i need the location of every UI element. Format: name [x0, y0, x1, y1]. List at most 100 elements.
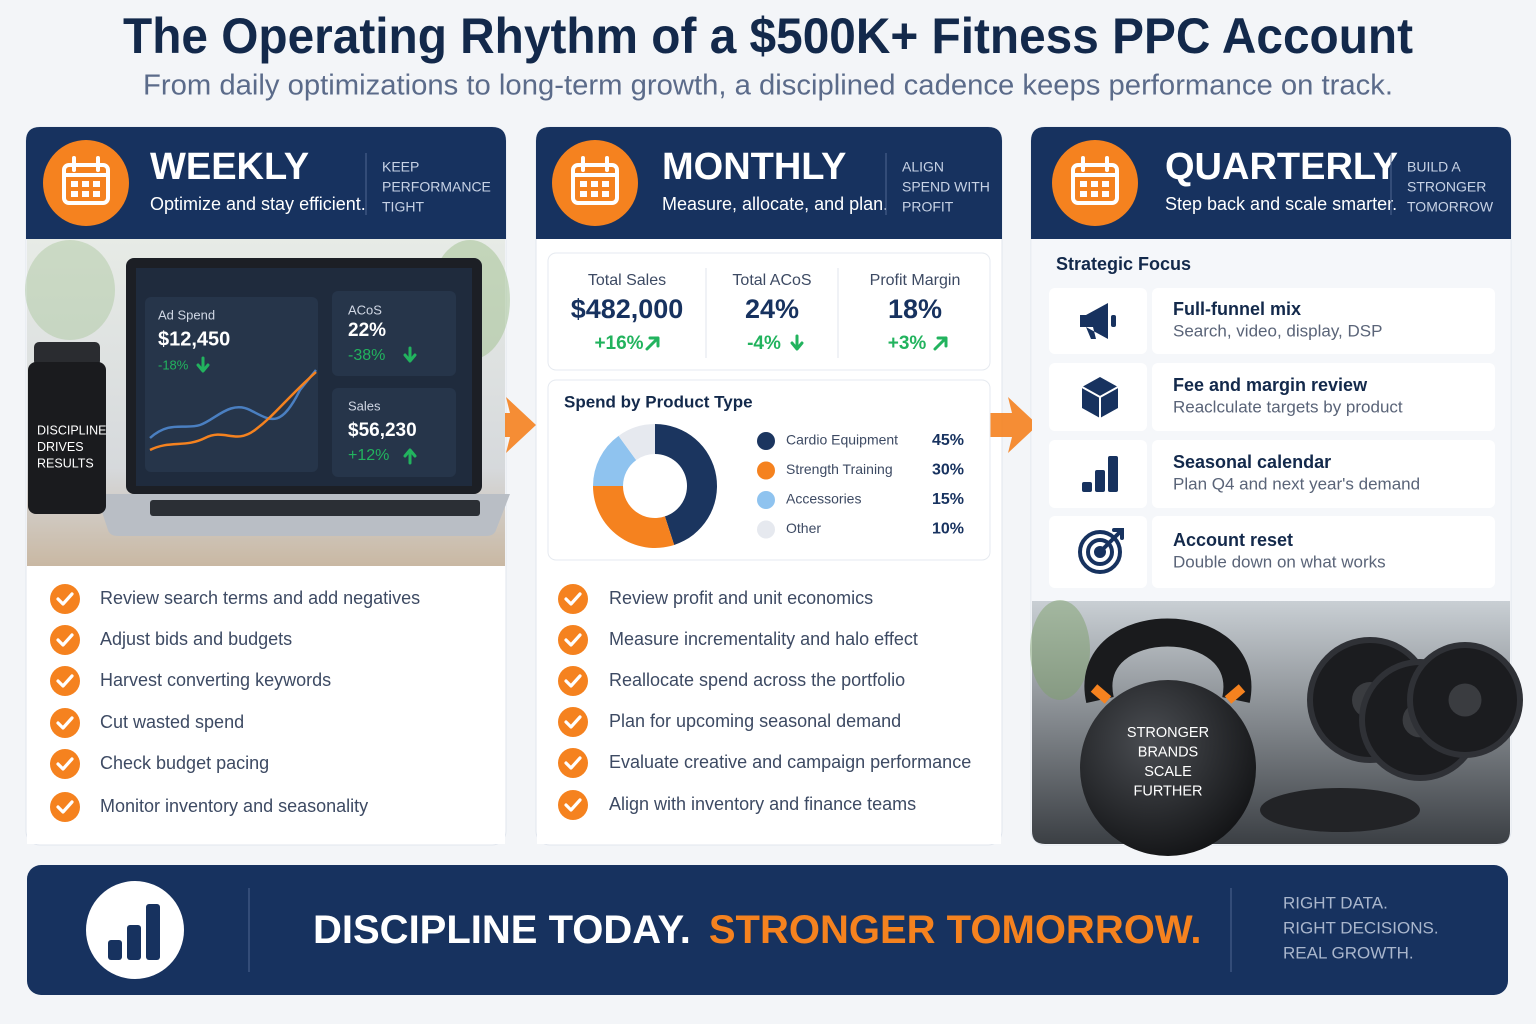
kpi-change: +16%: [594, 333, 643, 354]
calendar-icon: [82, 181, 89, 187]
calendar-icon: [602, 181, 609, 187]
checklist-item: Check budget pacing: [100, 753, 269, 773]
kpi-label: Profit Margin: [870, 272, 961, 289]
kpi-value: 18%: [888, 294, 942, 324]
screen-value: $56,230: [348, 420, 417, 441]
screen-value: $12,450: [158, 328, 230, 350]
check-icon: [50, 666, 80, 696]
kettlebell-text: SCALE: [1144, 764, 1192, 780]
footer-icon-bar: [146, 904, 160, 960]
check-icon: [56, 633, 74, 647]
card-tagline: Optimize and stay efficient.: [150, 194, 366, 214]
screen-change: -18%: [158, 357, 189, 372]
focus-desc: Search, video, display, DSP: [1173, 321, 1382, 340]
bars-icon: [1095, 470, 1105, 492]
card-title: WEEKLY: [150, 146, 309, 188]
card-motto: SPEND WITH: [902, 179, 990, 195]
section-title: Strategic Focus: [1056, 254, 1191, 274]
kpi-label: Total ACoS: [732, 272, 811, 289]
trend-arrow: [933, 336, 948, 351]
card-tagline: Step back and scale smarter.: [1165, 194, 1397, 214]
legend-swatch: [757, 461, 775, 480]
calendar-icon: [591, 181, 598, 187]
checklist-item: Harvest converting keywords: [100, 670, 331, 690]
focus-title: Full-funnel mix: [1173, 299, 1301, 319]
check-icon: [558, 625, 588, 655]
donut-slice: [593, 435, 637, 486]
check-icon: [558, 790, 588, 820]
card-motto: TIGHT: [382, 199, 424, 215]
focus-row: [1152, 288, 1495, 354]
kettlebell: [1080, 680, 1256, 856]
sparkline: [149, 371, 317, 452]
page-subtitle: From daily optimizations to long-term gr…: [143, 70, 1393, 102]
checklist-item: Align with inventory and finance teams: [609, 794, 916, 814]
slogan-part: STRONGER TOMORROW.: [709, 908, 1202, 952]
kpi-change: -4%: [747, 333, 781, 354]
laptop-keys: [150, 500, 480, 516]
calendar-icon: [1102, 181, 1109, 187]
calendar-icon: [1091, 181, 1098, 187]
check-icon: [564, 798, 582, 812]
calendar-icon: [1080, 191, 1087, 197]
focus-row: [1152, 363, 1495, 431]
trend-arrow: [196, 356, 210, 373]
calendar-icon: [93, 181, 100, 187]
box-icon: [1081, 386, 1119, 418]
trend-arrow: [645, 336, 660, 351]
check-icon: [50, 792, 80, 822]
legend-label: Other: [786, 520, 821, 536]
bottle: [28, 362, 106, 514]
plant: [1030, 600, 1090, 700]
card-title: MONTHLY: [662, 146, 846, 188]
slogan-part: DISCIPLINE TODAY.: [313, 908, 691, 952]
calendar-icon: [602, 191, 609, 197]
checklist-item: Cut wasted spend: [100, 712, 244, 732]
card-motto: PROFIT: [902, 199, 954, 215]
checklist-item: Evaluate creative and campaign performan…: [609, 752, 971, 772]
check-icon: [564, 715, 582, 729]
footer-banner: [27, 865, 1508, 995]
calendar-icon: [71, 191, 78, 197]
check-icon: [56, 592, 74, 606]
calendar-icon: [1102, 191, 1109, 197]
screen-label: Sales: [348, 398, 381, 413]
footer-icon-bar: [108, 940, 122, 960]
legend-label: Cardio Equipment: [786, 432, 898, 448]
donut-slice: [593, 486, 675, 549]
data-label: 15%: [932, 491, 964, 508]
screen-value: 22%: [348, 320, 386, 341]
kpi-label: Total Sales: [588, 272, 666, 289]
card-tagline: Measure, allocate, and plan.: [662, 194, 888, 214]
calendar-icon: [580, 181, 587, 187]
page-title: The Operating Rhythm of a $500K+ Fitness…: [123, 8, 1413, 64]
flow-arrow: [488, 397, 536, 453]
check-icon: [50, 625, 80, 655]
chart-title: Spend by Product Type: [564, 392, 753, 411]
legend-swatch: [757, 520, 775, 539]
focus-title: Account reset: [1173, 530, 1293, 550]
check-icon: [564, 592, 582, 606]
calendar-icon: [1080, 181, 1087, 187]
checklist-item: Review search terms and add negatives: [100, 588, 420, 608]
plant: [25, 240, 115, 340]
kettlebell-text: STRONGER: [1127, 725, 1209, 741]
check-icon: [564, 674, 582, 688]
card-title: QUARTERLY: [1165, 146, 1398, 188]
trend-arrow: [790, 334, 804, 351]
focus-row: [1152, 516, 1495, 588]
target-icon: [1086, 538, 1114, 566]
card-header: [26, 127, 506, 239]
calendar-icon: [580, 191, 587, 197]
footer-icon-bar: [127, 925, 141, 960]
kettlebell-text: BRANDS: [1138, 744, 1198, 760]
kettlebell-handle: [1084, 618, 1252, 704]
focus-row: [1152, 440, 1495, 508]
calendar-icon: [93, 191, 100, 197]
calendar-icon: [1091, 191, 1098, 197]
sparkline: [149, 369, 317, 439]
kettlebell-band: [1090, 684, 1246, 704]
data-label: 10%: [932, 521, 964, 538]
donut-slice: [618, 424, 655, 461]
screen-panel: [145, 297, 318, 472]
